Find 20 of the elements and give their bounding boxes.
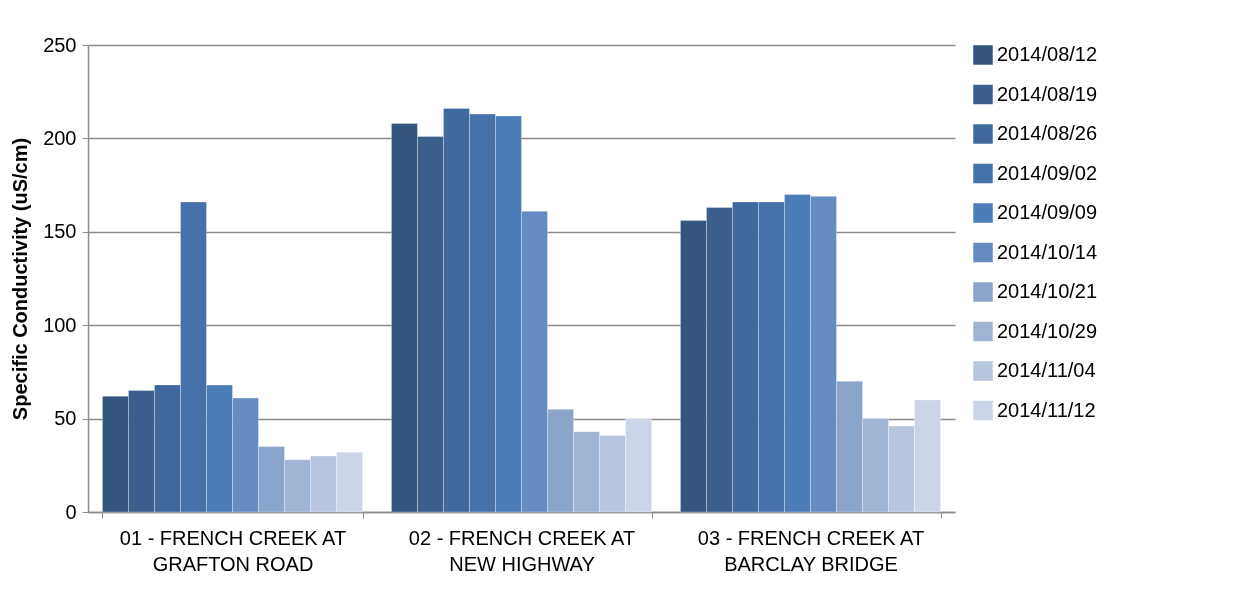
x-tick-label: 02 - FRENCH CREEK AT NEW HIGHWAY: [408, 526, 636, 575]
y-tick-label: 50: [54, 407, 77, 430]
legend-label: 2014/09/02: [997, 161, 1098, 184]
y-axis-title: Specific Conductivity (uS/cm): [9, 137, 32, 421]
legend-label: 2014/10/21: [997, 280, 1098, 302]
x-tick-label: 03 - FRENCH CREEK AT BARCLAY BRIDGE: [697, 526, 925, 575]
y-tick-label: 150: [43, 220, 77, 243]
y-tick-label: 100: [43, 313, 77, 336]
legend-label: 2014/09/09: [997, 201, 1098, 223]
legend-label: 2014/08/19: [997, 82, 1098, 105]
legend-label: 2014/10/14: [997, 240, 1098, 263]
y-tick-label: 200: [43, 126, 77, 149]
legend-label: 2014/11/12: [997, 398, 1096, 421]
legend-label: 2014/10/29: [997, 319, 1098, 342]
legend-label: 2014/08/12: [997, 43, 1098, 65]
legend-label: 2014/08/26: [997, 122, 1098, 144]
x-tick-label: 01 - FRENCH CREEK AT GRAFTON ROAD: [119, 526, 347, 575]
y-tick-label: 250: [43, 33, 77, 56]
legend-label: 2014/11/04: [997, 359, 1096, 381]
y-tick-label: 0: [65, 500, 77, 523]
